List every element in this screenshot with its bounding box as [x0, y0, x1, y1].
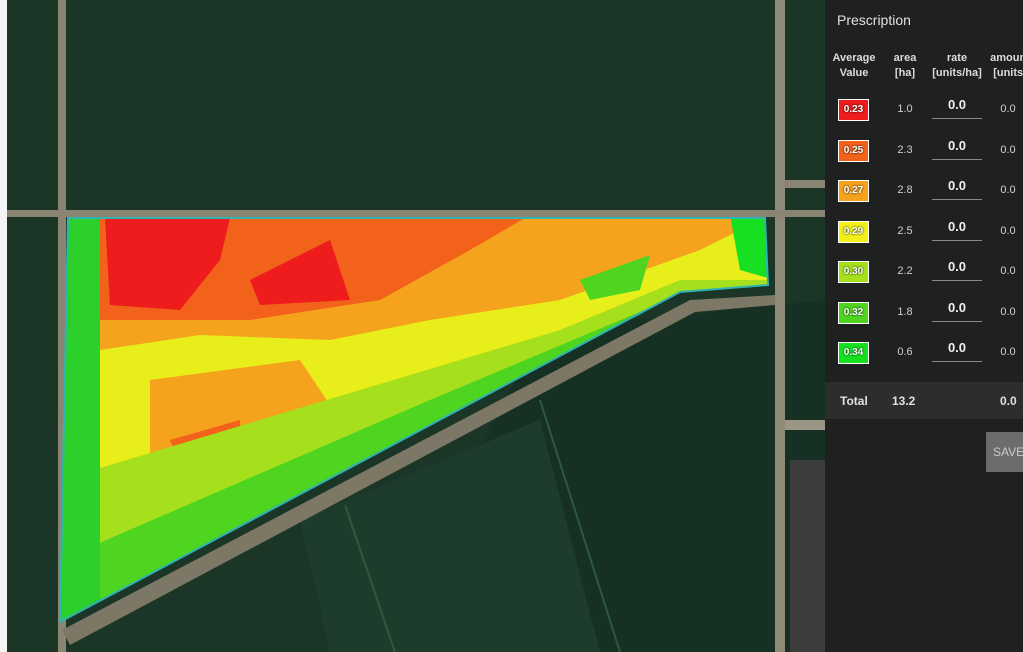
header-line: area — [893, 52, 917, 64]
value-badge: 0.32 — [838, 301, 869, 324]
prescription-row: 0.29 2.5 0.0 0.0 — [825, 219, 1023, 261]
amount: 0.0 — [1000, 224, 1016, 237]
rate-input[interactable]: 0.0 — [932, 178, 982, 200]
area: 1.0 — [897, 103, 913, 115]
area: 2.5 — [897, 224, 913, 237]
area: 2.3 — [897, 143, 913, 156]
area: 2.8 — [897, 184, 913, 196]
zone — [250, 240, 350, 305]
header-line: Value — [839, 67, 869, 79]
map — [0, 0, 825, 652]
column-header: area [ha] — [891, 51, 919, 81]
amount: 0.0 — [1000, 184, 1016, 196]
zone — [580, 255, 650, 300]
zone — [105, 218, 230, 310]
header-line: amount — [990, 52, 1023, 64]
header-line: [units/ha] — [932, 67, 982, 79]
road — [775, 0, 785, 652]
area: 2.2 — [897, 265, 913, 277]
zone — [730, 218, 768, 280]
header-line: [units] — [993, 67, 1023, 79]
panel-title: Prescription — [837, 12, 911, 28]
total-label: Total — [840, 394, 868, 408]
prescription-row: 0.23 1.0 0.0 0.0 — [825, 97, 1023, 139]
area: 1.8 — [897, 305, 913, 318]
save-button[interactable]: SAVE — [986, 432, 1023, 472]
prescription-panel: Prescription Average Value area [ha] rate [un… — [825, 0, 1023, 652]
total-amount: 0.0 — [1000, 394, 1017, 408]
amount: 0.0 — [1000, 346, 1016, 358]
road — [785, 180, 825, 188]
prescription-row: 0.34 0.6 0.0 0.0 — [825, 340, 1023, 382]
road — [785, 420, 825, 430]
field-dark — [790, 460, 825, 652]
prescription-row: 0.25 2.3 0.0 0.0 — [825, 138, 1023, 180]
value-badge: 0.30 — [838, 261, 869, 283]
value-badge: 0.29 — [838, 220, 869, 243]
area: 0.6 — [897, 346, 913, 358]
field-outline — [58, 217, 770, 624]
prescription-row: 0.27 2.8 0.0 0.0 — [825, 178, 1023, 220]
value-badge: 0.25 — [838, 139, 869, 162]
rate-input[interactable]: 0.0 — [932, 97, 982, 119]
header-line: Average — [832, 52, 876, 64]
amount: 0.0 — [1000, 103, 1016, 115]
rate-input[interactable]: 0.0 — [932, 340, 982, 362]
road — [7, 210, 825, 217]
rate-input[interactable]: 0.0 — [932, 259, 982, 281]
rate-input[interactable]: 0.0 — [932, 138, 982, 160]
column-header: amount [units] — [985, 51, 1023, 81]
track — [344, 504, 396, 652]
prescription-row: 0.32 1.8 0.0 0.0 — [825, 300, 1023, 342]
header-line: [ha] — [894, 67, 916, 79]
road-diagonal — [62, 295, 775, 645]
edge — [0, 0, 7, 652]
road — [58, 0, 66, 652]
prescription-row: 0.30 2.2 0.0 0.0 — [825, 259, 1023, 301]
value-badge: 0.34 — [838, 342, 869, 364]
amount: 0.0 — [1000, 305, 1016, 318]
amount: 0.0 — [1000, 265, 1016, 277]
column-header: rate [units/ha] — [930, 51, 984, 81]
rate-input[interactable]: 0.0 — [932, 300, 982, 322]
total-row: Total 13.2 0.0 — [825, 382, 1023, 419]
amount: 0.0 — [1000, 143, 1016, 156]
value-badge: 0.23 — [838, 99, 869, 121]
column-header: Average Value — [830, 51, 878, 81]
rate-input[interactable]: 0.0 — [932, 219, 982, 241]
header-line: rate — [946, 52, 968, 64]
zone — [60, 280, 768, 622]
total-area: 13.2 — [892, 394, 916, 408]
track — [539, 399, 621, 652]
value-badge: 0.27 — [838, 180, 869, 202]
